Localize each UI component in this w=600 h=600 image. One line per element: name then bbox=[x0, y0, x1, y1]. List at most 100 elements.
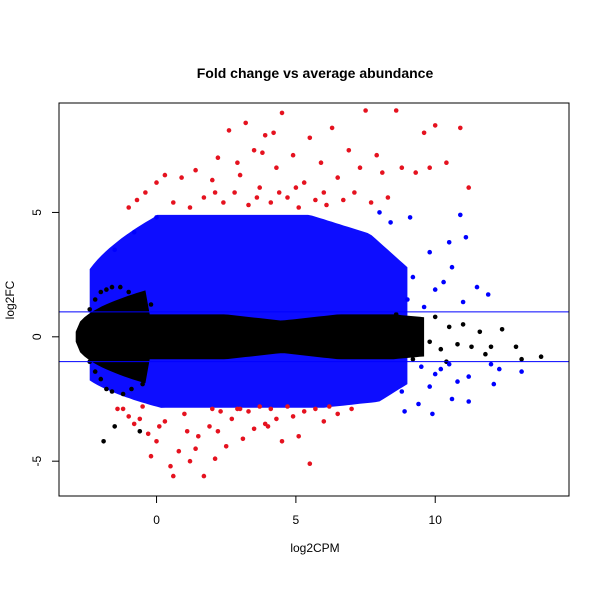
large_fold_change-point bbox=[432, 123, 438, 128]
large_fold_change-point bbox=[254, 195, 260, 200]
large_fold_change-point bbox=[335, 175, 341, 180]
significant-point bbox=[131, 230, 137, 235]
x-axis-label: log2CPM bbox=[290, 541, 339, 555]
large_fold_change-point bbox=[307, 461, 313, 467]
large_fold_change-point bbox=[307, 135, 313, 141]
large_fold_change-point bbox=[212, 456, 218, 462]
not_significant-point bbox=[455, 342, 460, 347]
point-cloud bbox=[75, 214, 425, 408]
large_fold_change-point bbox=[237, 406, 243, 412]
large_fold_change-point bbox=[212, 190, 218, 195]
large_fold_change-point bbox=[131, 421, 137, 427]
large_fold_change-point bbox=[201, 195, 207, 200]
not_significant-point bbox=[92, 369, 98, 374]
significant-point bbox=[405, 297, 410, 302]
significant-point bbox=[416, 401, 421, 407]
not_significant-point bbox=[477, 329, 483, 335]
not_significant-point bbox=[104, 386, 109, 392]
large_fold_change-point bbox=[413, 170, 419, 175]
large_fold_change-point bbox=[257, 185, 263, 190]
large_fold_change-point bbox=[235, 160, 240, 165]
not_significant-point bbox=[98, 289, 104, 295]
not_significant-point bbox=[120, 391, 126, 397]
large_fold_change-point bbox=[223, 444, 229, 449]
large_fold_change-point bbox=[251, 426, 257, 432]
large_fold_change-point bbox=[134, 197, 140, 203]
not_significant-point bbox=[488, 344, 494, 350]
significant-point bbox=[154, 215, 159, 220]
large_fold_change-point bbox=[427, 165, 433, 170]
large_fold_change-point bbox=[243, 120, 248, 126]
not_significant-point bbox=[140, 381, 145, 387]
large_fold_change-point bbox=[176, 448, 182, 454]
significant-point bbox=[485, 292, 491, 297]
large_fold_change-point bbox=[145, 431, 151, 437]
not_significant-point bbox=[148, 302, 154, 307]
significant-point bbox=[466, 399, 472, 404]
large_fold_change-point bbox=[182, 411, 187, 417]
not_significant-point bbox=[126, 289, 131, 295]
large_fold_change-point bbox=[324, 202, 329, 208]
significant-point bbox=[446, 361, 452, 367]
large_fold_change-point bbox=[290, 414, 296, 419]
large_fold_change-point bbox=[193, 446, 198, 452]
significant-point bbox=[427, 249, 433, 255]
significant-point bbox=[463, 235, 469, 240]
y-axis: -5 0 5 bbox=[30, 209, 60, 467]
not_significant-point bbox=[134, 294, 140, 300]
large_fold_change-point bbox=[187, 205, 193, 210]
significant-point bbox=[497, 366, 502, 372]
not_significant-point bbox=[101, 439, 106, 444]
large_fold_change-point bbox=[168, 463, 173, 469]
large_fold_change-point bbox=[162, 172, 168, 178]
not_significant-point bbox=[393, 312, 399, 317]
large_fold_change-point bbox=[148, 453, 154, 459]
large_fold_change-point bbox=[393, 108, 399, 113]
significant-point bbox=[419, 364, 424, 370]
large_fold_change-point bbox=[221, 200, 226, 205]
chart-title: Fold change vs average abundance bbox=[197, 65, 434, 81]
y-tick-label: -5 bbox=[30, 456, 44, 467]
not_significant-point bbox=[92, 297, 98, 302]
large_fold_change-point bbox=[293, 185, 299, 190]
large_fold_change-point bbox=[171, 200, 176, 205]
large_fold_change-point bbox=[120, 406, 126, 412]
x-tick-label: 10 bbox=[429, 513, 443, 527]
significant-point bbox=[519, 369, 524, 374]
not_significant-point bbox=[87, 307, 92, 312]
not_significant-point bbox=[104, 287, 109, 292]
large_fold_change-point bbox=[357, 165, 363, 170]
large_fold_change-point bbox=[201, 473, 207, 479]
significant-point bbox=[377, 210, 382, 215]
threshold-lines bbox=[59, 311, 569, 363]
large_fold_change-point bbox=[318, 160, 324, 165]
large_fold_change-point bbox=[285, 195, 290, 200]
large_fold_change-point bbox=[171, 473, 176, 479]
significant-point bbox=[427, 384, 433, 389]
large_fold_change-point bbox=[187, 458, 193, 464]
large_fold_change-point bbox=[126, 414, 131, 419]
not_significant-point bbox=[76, 334, 81, 340]
y-tick-label: 0 bbox=[30, 333, 44, 340]
large_fold_change-point bbox=[154, 439, 159, 444]
significant-point bbox=[488, 361, 494, 367]
significant-point bbox=[460, 299, 466, 305]
not_significant-point bbox=[81, 319, 87, 325]
large_fold_change-point bbox=[296, 205, 302, 210]
large_fold_change-point bbox=[301, 180, 307, 185]
large_fold_change-point bbox=[301, 409, 307, 414]
large_fold_change-point bbox=[368, 200, 374, 205]
large_fold_change-point bbox=[268, 406, 274, 412]
significant-point bbox=[441, 279, 446, 285]
large_fold_change-point bbox=[115, 406, 120, 412]
not_significant-point bbox=[427, 339, 433, 345]
large_fold_change-point bbox=[137, 416, 143, 422]
large_fold_change-point bbox=[251, 148, 257, 153]
not_significant-point bbox=[98, 376, 104, 382]
large_fold_change-point bbox=[226, 128, 232, 133]
not_significant-point bbox=[499, 327, 505, 332]
large_fold_change-point bbox=[229, 416, 235, 422]
large_fold_change-point bbox=[313, 406, 318, 412]
large_fold_change-point bbox=[257, 404, 263, 409]
